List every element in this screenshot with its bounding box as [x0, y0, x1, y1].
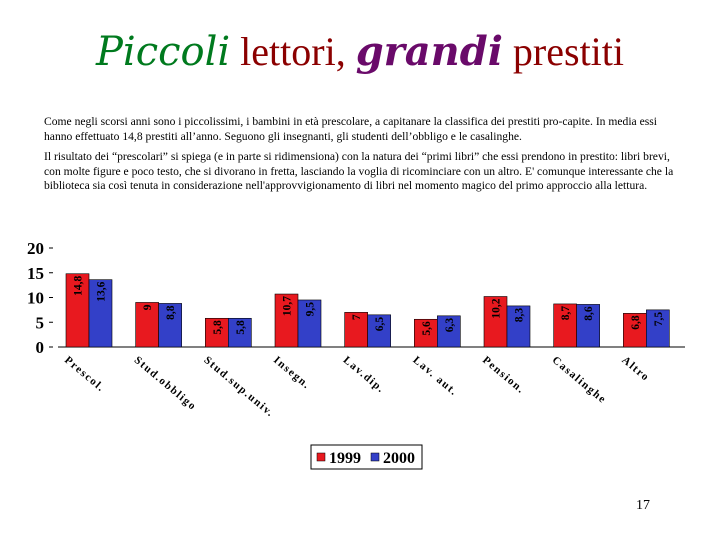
x-category-label: Stud.sup.univ.	[201, 354, 276, 420]
data-label: 9	[142, 304, 154, 310]
legend-swatch-2000	[370, 452, 380, 462]
data-label: 8,6	[583, 306, 595, 321]
x-category-label: Stud.obbligo	[132, 354, 199, 413]
data-label: 5,8	[235, 320, 247, 335]
bar-2000	[576, 304, 600, 348]
bar-2000	[88, 279, 113, 348]
slide-title: Piccoli lettori, grandi prestiti	[0, 28, 720, 76]
explanation-paragraph: Il risultato dei “prescolari” si spiega …	[44, 150, 674, 192]
y-tick-label: 5	[36, 313, 45, 332]
data-label: 6,5	[374, 317, 386, 332]
data-label: 8,8	[165, 305, 177, 320]
y-tick-label: 0	[36, 338, 45, 357]
data-label: 5,6	[421, 321, 433, 336]
x-category-label: Lav.dip.	[341, 354, 387, 396]
data-label: 8,7	[560, 306, 572, 321]
legend-label: 1999	[329, 450, 361, 467]
data-label: 13,6	[96, 281, 108, 301]
title-word-prestiti: prestiti	[502, 29, 625, 74]
x-category-label: Prescol.	[62, 354, 107, 395]
y-tick-label: 20	[27, 239, 44, 258]
data-label: 10,2	[491, 298, 503, 318]
x-category-label: Insegn.	[271, 354, 313, 392]
x-category-label: Lav. aut.	[410, 354, 460, 398]
bar-2000	[367, 314, 391, 348]
legend-box	[310, 444, 423, 470]
title-word-grandi: grandi	[355, 28, 503, 75]
x-category-label: Casalinghe	[550, 354, 609, 406]
data-label: 10,7	[282, 296, 294, 316]
y-tick-label: 10	[27, 289, 44, 308]
title-word-lettori: lettori,	[230, 29, 356, 74]
data-label: 9,5	[305, 302, 317, 317]
intro-paragraph: Come negli scorsi anni sono i piccolissi…	[44, 115, 657, 143]
legend-swatch-1999	[316, 452, 326, 462]
bar-2000	[228, 317, 252, 348]
legend-label: 2000	[383, 450, 415, 467]
bar-2000	[506, 305, 531, 348]
data-label: 7,5	[653, 312, 665, 327]
data-label: 8,3	[514, 308, 526, 323]
page-number: 17	[636, 498, 650, 513]
data-label: 14,8	[73, 275, 85, 295]
bar-2000	[437, 315, 461, 348]
data-label: 6,8	[630, 315, 642, 330]
y-tick-label: 15	[27, 264, 44, 283]
title-word-piccoli: Piccoli	[95, 29, 231, 75]
x-category-label: Pension.	[480, 354, 527, 396]
bar-2000	[297, 299, 322, 348]
x-category-label: Altro	[619, 354, 652, 384]
data-label: 6,3	[444, 318, 456, 333]
bar-2000	[158, 303, 182, 348]
data-label: 7	[351, 314, 363, 320]
bar-2000	[646, 309, 670, 348]
data-label: 5,8	[212, 320, 224, 335]
